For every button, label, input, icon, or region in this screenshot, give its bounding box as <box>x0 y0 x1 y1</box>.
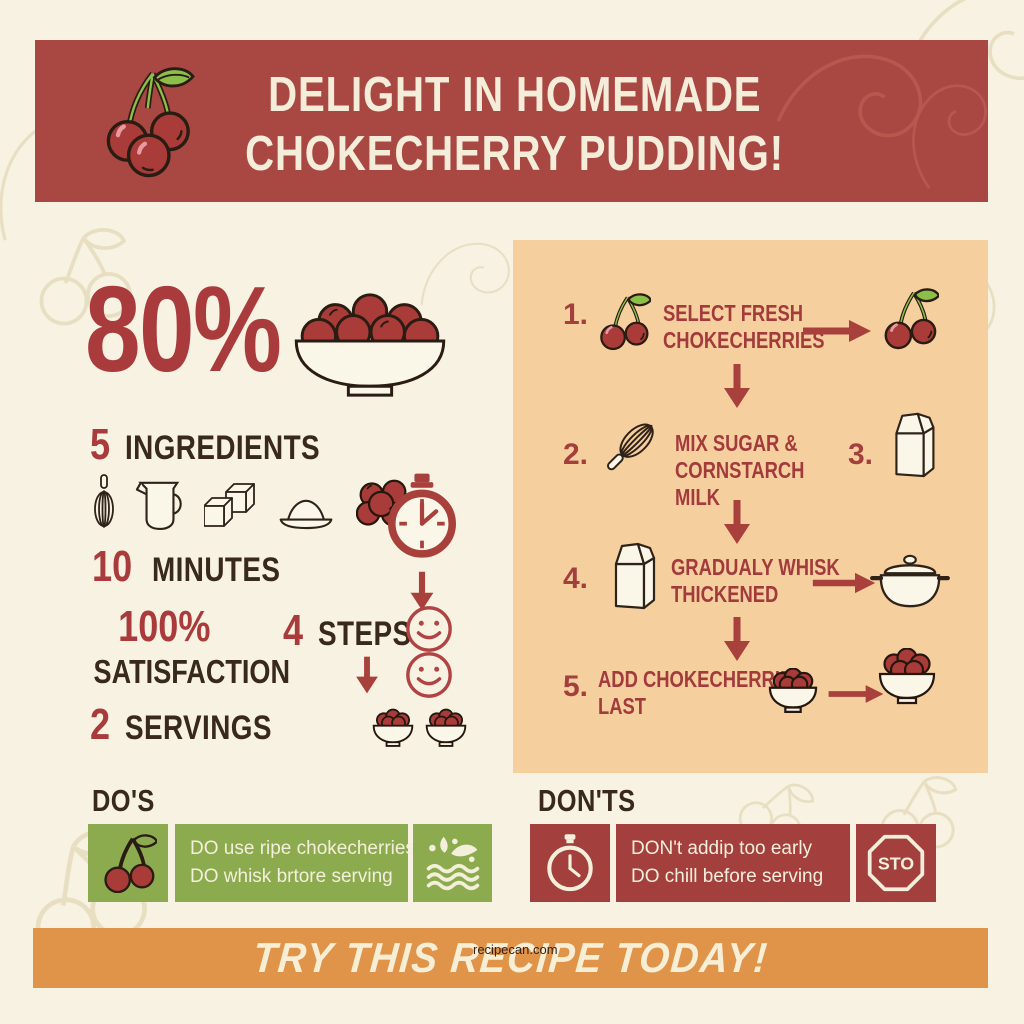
arrow-right-icon <box>828 685 884 703</box>
percent-stat: 80% <box>85 261 282 397</box>
ingredient-icons-row <box>92 474 410 532</box>
servings-label: SERVINGS <box>125 709 273 747</box>
ingredients-label: INGREDIENTS <box>125 429 321 467</box>
step-text: SELECT FRESH CHOKECHERRIES <box>663 300 825 354</box>
header-cherries-icon <box>106 67 195 178</box>
donts-line-2: DO chill before serving <box>631 866 824 887</box>
cherries-icon <box>884 288 939 350</box>
down-arrow-icon <box>410 571 434 611</box>
arrow-right-icon <box>803 320 871 342</box>
arrow-right-icon <box>812 572 876 594</box>
dos-line-1: DO use ripe chokecherries <box>190 837 415 859</box>
sugar-cubes-icon <box>204 483 255 527</box>
cherries-icon <box>600 293 651 351</box>
footer-watermark: recipecan.com <box>473 942 558 957</box>
header-banner: DELIGHT IN HOMEMADE CHOKECHERRY PUDDING! <box>35 40 988 202</box>
page-title: DELIGHT IN HOMEMADE CHOKECHERRY PUDDING! <box>153 66 877 184</box>
cherry-bowl-small-icon <box>768 668 818 713</box>
cherry-bowl-large-icon <box>878 648 936 705</box>
recipe-flow-panel: 1. SELECT FRESH CHOKECHERRIES <box>513 240 988 773</box>
smiley-icon <box>406 606 452 652</box>
splash-icon <box>426 836 479 891</box>
donts-stop-box: STO <box>856 824 936 902</box>
milk-carton-icon <box>895 412 935 478</box>
satisfaction-stat: 100% SATISFACTION <box>72 602 290 691</box>
stop-sign-label: STO <box>878 854 914 874</box>
servings-stat: 2 SERVINGS <box>90 700 305 750</box>
minutes-count: 10 <box>92 542 133 591</box>
ingredients-count: 5 <box>90 420 111 469</box>
down-arrow-icon <box>724 364 750 408</box>
dos-text-box: DO use ripe chokecherries DO whisk brtor… <box>175 824 415 902</box>
ingredients-stat: 5 INGREDIENTS <box>90 420 363 470</box>
donts-clock-box <box>530 824 610 902</box>
step-number: 4. <box>563 562 589 595</box>
step-text: GRADUALY WHISK THICKENED <box>671 554 840 608</box>
servings-count: 2 <box>90 700 111 749</box>
dos-splash-box <box>413 824 492 902</box>
dos-cherry-box <box>88 824 168 902</box>
serving-bowl-icon <box>372 708 414 747</box>
serving-bowls <box>370 708 469 748</box>
steps-label: STEPS <box>318 615 412 653</box>
footer-banner: TRY THIS RECIPE TODAY! recipecan.com <box>33 928 988 988</box>
whisk-icon <box>94 474 114 528</box>
steps-count: 4 <box>283 606 304 655</box>
flour-plate-icon <box>279 499 333 530</box>
cherry-bowl-icon <box>294 293 446 397</box>
step-number: 2. <box>563 438 589 471</box>
cherry-pair-icon <box>104 834 157 893</box>
satisfaction-label: SATISFACTION <box>93 652 291 690</box>
jug-icon <box>135 481 182 531</box>
donts-line-1: DON't addip too early <box>631 837 813 859</box>
down-arrow-icon <box>724 617 750 661</box>
donts-heading: DON'TS <box>538 783 636 818</box>
satisfaction-count: 100% <box>118 602 211 651</box>
title-line-1: DELIGHT IN HOMEMADE <box>268 68 762 122</box>
minutes-stat: 10 MINUTES <box>92 542 308 592</box>
down-arrow-icon <box>356 656 378 694</box>
step-number: 5. <box>563 670 589 703</box>
down-arrow-icon <box>724 500 750 544</box>
minutes-label: MINUTES <box>151 551 281 589</box>
serving-bowl-icon <box>425 708 467 747</box>
step-number: 3. <box>848 438 874 471</box>
smiley-icon <box>406 652 452 698</box>
dos-heading: DO'S <box>92 783 155 818</box>
stopwatch-icon <box>388 473 456 558</box>
step-text: MIX SUGAR & CORNSTARCH MILK <box>675 430 805 511</box>
step-number: 1. <box>563 298 589 331</box>
milk-carton-icon <box>614 542 656 610</box>
dos-line-2: DO whisk brtore serving <box>190 866 393 887</box>
steps-stat: 4 STEPS <box>283 606 432 656</box>
donts-text-box: DON't addip too early DO chill before se… <box>616 824 850 902</box>
stop-sign-icon: STO <box>867 834 925 892</box>
title-line-2: CHOKECHERRY PUDDING! <box>245 126 785 181</box>
whisk-icon <box>606 423 654 471</box>
pot-icon <box>870 554 950 608</box>
stopwatch-outline-icon <box>547 834 593 892</box>
